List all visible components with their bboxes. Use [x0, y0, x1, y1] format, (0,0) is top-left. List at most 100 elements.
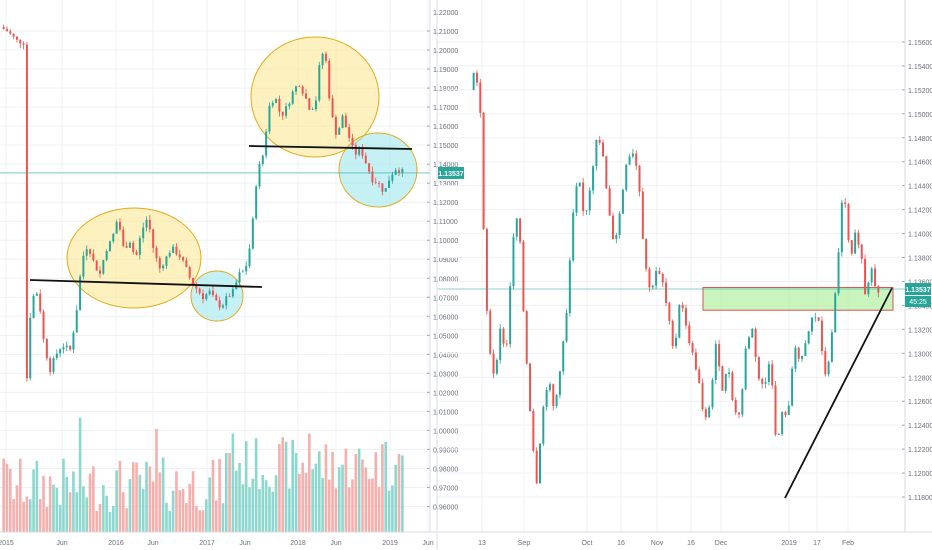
- volume-bar: [135, 462, 138, 532]
- daily-chart-panel[interactable]: 1.15600 1.15400 1.15200 1.15000 1.14800 1.146…: [438, 0, 932, 547]
- volume-bar: [281, 437, 285, 532]
- volume-bar: [195, 506, 198, 532]
- volume-bar: [131, 462, 135, 532]
- candle-body: [172, 246, 175, 253]
- price-tick-label: 1.19000: [433, 67, 458, 74]
- volume-bar: [218, 458, 221, 532]
- candle-body: [774, 385, 777, 435]
- candle-body: [278, 98, 281, 112]
- candle-body: [602, 142, 605, 157]
- ascending-trendline[interactable]: [784, 287, 893, 499]
- candle-body: [311, 109, 314, 110]
- volume-bar: [228, 453, 231, 532]
- candle-body: [791, 368, 794, 406]
- volume-bar: [224, 453, 228, 532]
- candle-body: [870, 268, 873, 283]
- candle-body: [72, 332, 75, 350]
- candle-body: [291, 91, 294, 104]
- volume-bar: [9, 469, 12, 532]
- candle-body: [744, 348, 747, 390]
- price-tick-label: 1.07000: [433, 295, 458, 302]
- candle-body: [472, 72, 475, 90]
- candle-body: [271, 102, 274, 106]
- daily-countdown-label: 45:25: [909, 299, 927, 306]
- volume-bar: [161, 457, 165, 532]
- highlight-ellipse-yellow[interactable]: [250, 36, 380, 158]
- daily-support-zone: [702, 286, 894, 311]
- candle-body: [684, 308, 687, 326]
- candle-body: [148, 219, 151, 230]
- volume-bar: [55, 487, 59, 532]
- candle-body: [168, 252, 171, 257]
- volume-bar: [98, 503, 102, 532]
- volume-bar: [294, 453, 298, 532]
- candle-body: [82, 255, 85, 277]
- time-tick-label: Jun: [330, 540, 341, 547]
- support-zone[interactable]: [702, 286, 894, 311]
- candle-body: [165, 256, 168, 266]
- candle-body: [25, 44, 28, 379]
- candle-body: [202, 293, 204, 300]
- weekly-volume-bars: [2, 417, 404, 532]
- daily-time-axis[interactable]: 13 Sep Oct 16 Nov 16 Dec 2019 17 Feb: [438, 531, 932, 547]
- candle-body: [125, 245, 128, 248]
- time-tick-label: Sep: [518, 540, 531, 547]
- time-tick-label: 2019: [382, 540, 398, 547]
- volume-bar: [75, 492, 79, 532]
- candle-body: [794, 347, 797, 369]
- candle-body: [701, 383, 704, 410]
- support-trendline[interactable]: [29, 279, 263, 288]
- volume-bar: [121, 492, 125, 532]
- volume-bar: [304, 472, 308, 532]
- candle-body: [522, 241, 525, 312]
- resistance-trendline[interactable]: [248, 145, 413, 150]
- candle-body: [529, 363, 532, 412]
- candle-body: [797, 347, 800, 359]
- highlight-ellipse-cyan[interactable]: [338, 132, 418, 208]
- candle-body: [621, 189, 624, 214]
- candle-body: [15, 36, 18, 40]
- volume-bar: [45, 507, 49, 532]
- candle-body: [364, 155, 367, 164]
- candle-body: [645, 238, 648, 269]
- candle-body: [830, 332, 833, 362]
- candle-body: [801, 355, 804, 359]
- candle-body: [69, 345, 72, 350]
- candle-body: [618, 213, 621, 235]
- candle-body: [35, 293, 38, 296]
- candle-body: [665, 282, 668, 303]
- candle-body: [548, 384, 551, 390]
- weekly-time-axis[interactable]: 2015 Jun 2016 Jun 2017 Jun 2018 Jun 2019 Jun: [0, 531, 437, 547]
- volume-bar: [141, 489, 145, 532]
- candle-body: [378, 183, 381, 184]
- candle-body: [314, 100, 317, 110]
- weekly-chart-panel[interactable]: 1.210001.200001.190001.180001.170001.160…: [0, 0, 464, 547]
- candle-body: [108, 241, 111, 252]
- candle-body: [9, 31, 12, 34]
- candle-body: [595, 139, 598, 167]
- price-tick-label: 1.14600: [908, 160, 932, 167]
- candle-body: [211, 290, 214, 296]
- time-tick-label: Jun: [239, 540, 250, 547]
- daily-candles: [472, 70, 880, 485]
- candle-body: [85, 249, 88, 256]
- volume-bar: [138, 474, 142, 532]
- volume-bar: [48, 476, 52, 532]
- candle-body: [368, 163, 371, 172]
- volume-bar: [234, 470, 238, 532]
- price-tick-label: 1.15200: [908, 88, 932, 95]
- time-tick-label: 13: [478, 540, 486, 547]
- candle-body: [509, 286, 512, 345]
- volume-bar: [214, 500, 218, 532]
- candle-body: [565, 313, 568, 342]
- candle-body: [515, 218, 518, 237]
- price-tick-label: 1.17000: [433, 105, 458, 112]
- volume-bar: [208, 477, 211, 532]
- candle-body: [92, 253, 95, 261]
- candle-body: [588, 190, 591, 211]
- candle-body: [582, 182, 585, 212]
- candle-body: [59, 349, 62, 354]
- candle-body: [631, 153, 634, 157]
- candle-body: [814, 317, 817, 319]
- candle-body: [79, 276, 82, 311]
